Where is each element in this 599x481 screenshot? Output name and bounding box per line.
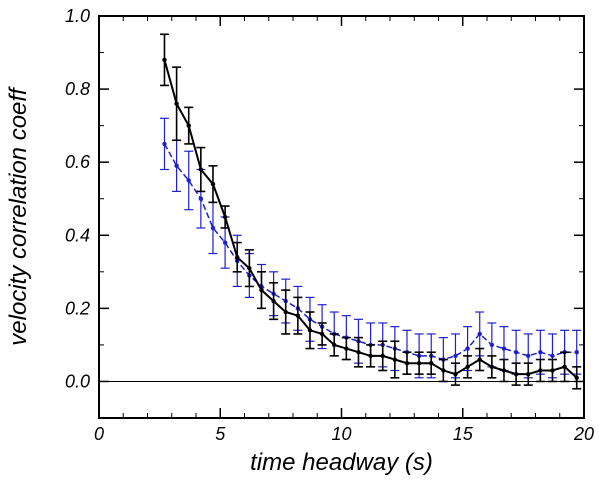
data-point — [465, 346, 470, 351]
data-point — [513, 350, 519, 355]
data-point — [453, 353, 458, 359]
data-point — [550, 353, 555, 359]
data-point — [538, 350, 543, 355]
data-point — [441, 368, 446, 373]
y-axis-label: velocity correlation coeff — [5, 86, 32, 346]
data-point — [574, 375, 579, 380]
data-point — [477, 331, 482, 337]
data-point — [526, 371, 531, 377]
data-point — [174, 101, 179, 106]
data-point — [416, 360, 422, 366]
x-tick-label: 20 — [573, 424, 594, 444]
data-point — [477, 357, 482, 362]
data-point — [162, 141, 167, 147]
data-point — [380, 353, 385, 359]
data-point — [174, 163, 179, 169]
data-point — [162, 57, 167, 63]
data-point — [429, 360, 434, 366]
data-point — [332, 342, 337, 348]
data-point — [186, 178, 191, 183]
data-point — [198, 196, 204, 201]
y-tick-label: 0.4 — [65, 225, 90, 245]
x-tick-label: 15 — [453, 424, 474, 444]
data-point — [344, 346, 349, 351]
data-point — [319, 331, 325, 337]
data-point — [489, 342, 495, 348]
axis-ticks: 0 5 10 15 20 0.0 0.2 0.4 0.6 0.8 1.0 — [65, 6, 594, 444]
x-tick-label: 10 — [331, 424, 351, 444]
data-point — [210, 225, 216, 231]
y-tick-label: 0.0 — [65, 371, 90, 391]
data-point — [198, 167, 204, 172]
data-point — [259, 287, 264, 293]
x-axis-label: time headway (s) — [250, 449, 433, 476]
data-point — [501, 368, 507, 373]
data-point — [235, 255, 240, 260]
x-tick-label: 0 — [94, 424, 104, 444]
data-point — [247, 265, 252, 271]
data-point — [283, 309, 288, 315]
y-tick-label: 0.2 — [65, 298, 90, 318]
plot-marks — [99, 33, 584, 390]
data-point — [526, 353, 531, 359]
data-point — [307, 328, 313, 333]
y-tick-label: 0.8 — [65, 79, 90, 99]
data-point — [222, 214, 228, 220]
y-tick-label: 0.6 — [65, 152, 91, 172]
data-point — [404, 360, 410, 366]
data-point — [295, 313, 301, 318]
series-1 — [159, 33, 582, 390]
data-point — [489, 364, 495, 370]
data-point — [453, 371, 458, 377]
data-point — [574, 350, 579, 355]
data-point — [210, 181, 216, 187]
data-point — [222, 240, 228, 245]
data-point — [368, 353, 373, 359]
x-tick-label: 5 — [215, 424, 226, 444]
data-point — [513, 371, 519, 377]
data-point — [186, 123, 191, 128]
series-0 — [159, 117, 582, 383]
data-point — [392, 357, 398, 362]
plot-frame — [98, 15, 585, 419]
data-point — [271, 298, 276, 304]
data-point — [501, 346, 507, 351]
data-point — [550, 368, 555, 373]
y-tick-label: 1.0 — [65, 6, 90, 26]
data-point — [465, 364, 470, 370]
data-point — [538, 368, 543, 373]
data-point — [562, 364, 567, 370]
data-point — [356, 350, 361, 355]
